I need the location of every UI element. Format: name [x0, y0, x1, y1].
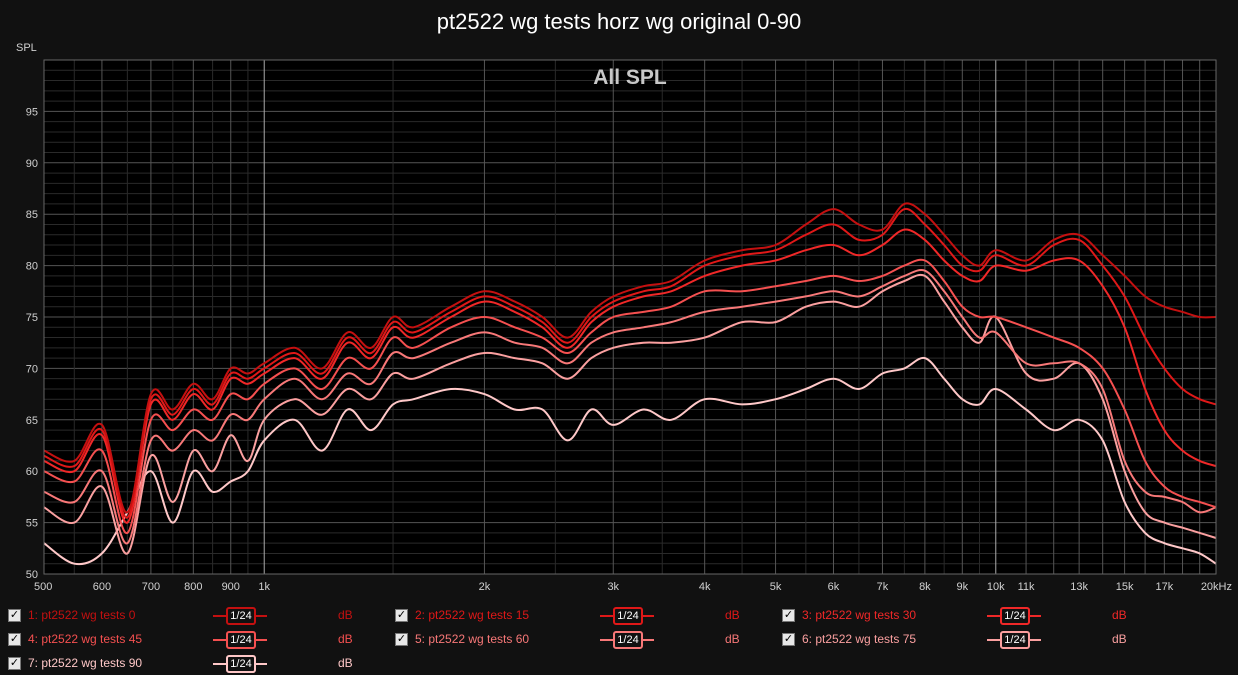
x-tick-label: 9k: [956, 581, 968, 593]
y-tick-label: 65: [26, 415, 38, 427]
smoothing-control[interactable]: 1/24: [600, 607, 656, 625]
legend-label: 3: pt2522 wg tests 30: [802, 608, 917, 622]
smoothing-control[interactable]: 1/24: [213, 607, 269, 625]
x-tick-label: 11k: [1018, 581, 1035, 593]
plot-border: [43, 59, 1217, 575]
x-tick-label: 1k: [258, 581, 270, 593]
series-line-3: [43, 228, 1217, 524]
x-tick-label: 17k: [1155, 581, 1173, 593]
legend-label: 1: pt2522 wg tests 0: [28, 608, 136, 622]
smoothing-control[interactable]: 1/24: [987, 631, 1043, 649]
grid: [43, 59, 1217, 575]
x-tick-label: 13k: [1070, 581, 1088, 593]
legend-label: 5: pt2522 wg tests 60: [415, 632, 530, 646]
legend-unit: dB: [1112, 632, 1127, 646]
smoothing-control[interactable]: 1/24: [213, 631, 269, 649]
series-line-5: [43, 269, 1217, 545]
legend: ✓ 1: pt2522 wg tests 0 1/24 dB ✓ 2: pt2522 wg…: [0, 600, 1238, 675]
x-tick-label: 2k: [479, 581, 491, 593]
watermark-label: All SPL: [593, 66, 667, 89]
legend-checkbox[interactable]: ✓: [8, 633, 21, 646]
series-line-1: [43, 202, 1217, 514]
legend-unit: dB: [725, 608, 740, 622]
smoothing-label: 1/24: [226, 655, 256, 673]
legend-label: 4: pt2522 wg tests 45: [28, 632, 143, 646]
x-tick-label: 5k: [770, 581, 782, 593]
legend-unit: dB: [338, 608, 353, 622]
legend-item-5[interactable]: ✓ 5: pt2522 wg tests 60 1/24 dB: [395, 630, 775, 650]
x-tick-label: 800: [184, 581, 202, 593]
smoothing-control[interactable]: 1/24: [987, 607, 1043, 625]
legend-item-3[interactable]: ✓ 3: pt2522 wg tests 30 1/24 dB: [782, 606, 1162, 626]
series-line-2: [43, 207, 1217, 519]
x-tick-label: 6k: [828, 581, 840, 593]
x-tick-label: 10k: [987, 581, 1005, 593]
x-tick-label: 15k: [1116, 581, 1134, 593]
smoothing-control[interactable]: 1/24: [600, 631, 656, 649]
legend-item-6[interactable]: ✓ 6: pt2522 wg tests 75 1/24 dB: [782, 630, 1162, 650]
legend-item-1[interactable]: ✓ 1: pt2522 wg tests 0 1/24 dB: [8, 606, 388, 626]
smoothing-label: 1/24: [1000, 631, 1030, 649]
series-group: [43, 202, 1217, 566]
legend-checkbox[interactable]: ✓: [395, 633, 408, 646]
chart-svg: All SPL 50 55 60 65 70 75 80 85 90 95 500 600 700 800…: [26, 59, 1232, 593]
x-tick-label: 7k: [877, 581, 889, 593]
smoothing-label: 1/24: [613, 607, 643, 625]
legend-item-2[interactable]: ✓ 2: pt2522 wg tests 15 1/24 dB: [395, 606, 775, 626]
tick-labels: 50 55 60 65 70 75 80 85 90 95 500 600 700 800 900 1k 2k 3…: [26, 106, 1232, 593]
y-tick-label: 95: [26, 106, 38, 118]
x-tick-label: 500: [34, 581, 52, 593]
legend-unit: dB: [725, 632, 740, 646]
legend-unit: dB: [1112, 608, 1127, 622]
legend-unit: dB: [338, 656, 353, 670]
x-tick-label: 900: [222, 581, 240, 593]
smoothing-label: 1/24: [226, 607, 256, 625]
legend-label: 2: pt2522 wg tests 15: [415, 608, 530, 622]
x-tick-label: 4k: [699, 581, 711, 593]
x-tick-label: 3k: [607, 581, 619, 593]
legend-checkbox[interactable]: ✓: [782, 609, 795, 622]
legend-checkbox[interactable]: ✓: [8, 657, 21, 670]
smoothing-label: 1/24: [613, 631, 643, 649]
legend-label: 7: pt2522 wg tests 90: [28, 656, 143, 670]
smoothing-label: 1/24: [1000, 607, 1030, 625]
x-tick-label: 8k: [919, 581, 931, 593]
legend-item-4[interactable]: ✓ 4: pt2522 wg tests 45 1/24 dB: [8, 630, 388, 650]
x-tick-label: 20kHz: [1201, 581, 1232, 593]
y-tick-label: 60: [26, 466, 38, 478]
y-tick-label: 70: [26, 363, 38, 375]
y-tick-label: 50: [26, 569, 38, 581]
series-line-7: [43, 356, 1217, 566]
x-tick-label: 700: [142, 581, 160, 593]
x-tick-label: 600: [93, 581, 111, 593]
y-tick-label: 80: [26, 261, 38, 273]
y-tick-label: 90: [26, 158, 38, 170]
legend-checkbox[interactable]: ✓: [395, 609, 408, 622]
y-axis-label: SPL: [16, 42, 37, 54]
y-tick-label: 85: [26, 209, 38, 221]
y-tick-label: 75: [26, 312, 38, 324]
series-line-4: [43, 258, 1217, 534]
smoothing-label: 1/24: [226, 631, 256, 649]
chart-title: pt2522 wg tests horz wg original 0-90: [436, 9, 802, 34]
series-line-6: [43, 273, 1217, 555]
legend-item-7[interactable]: ✓ 7: pt2522 wg tests 90 1/24 dB: [8, 654, 388, 674]
legend-checkbox[interactable]: ✓: [8, 609, 21, 622]
y-tick-label: 55: [26, 518, 38, 530]
legend-label: 6: pt2522 wg tests 75: [802, 632, 917, 646]
smoothing-control[interactable]: 1/24: [213, 655, 269, 673]
legend-checkbox[interactable]: ✓: [782, 633, 795, 646]
legend-unit: dB: [338, 632, 353, 646]
